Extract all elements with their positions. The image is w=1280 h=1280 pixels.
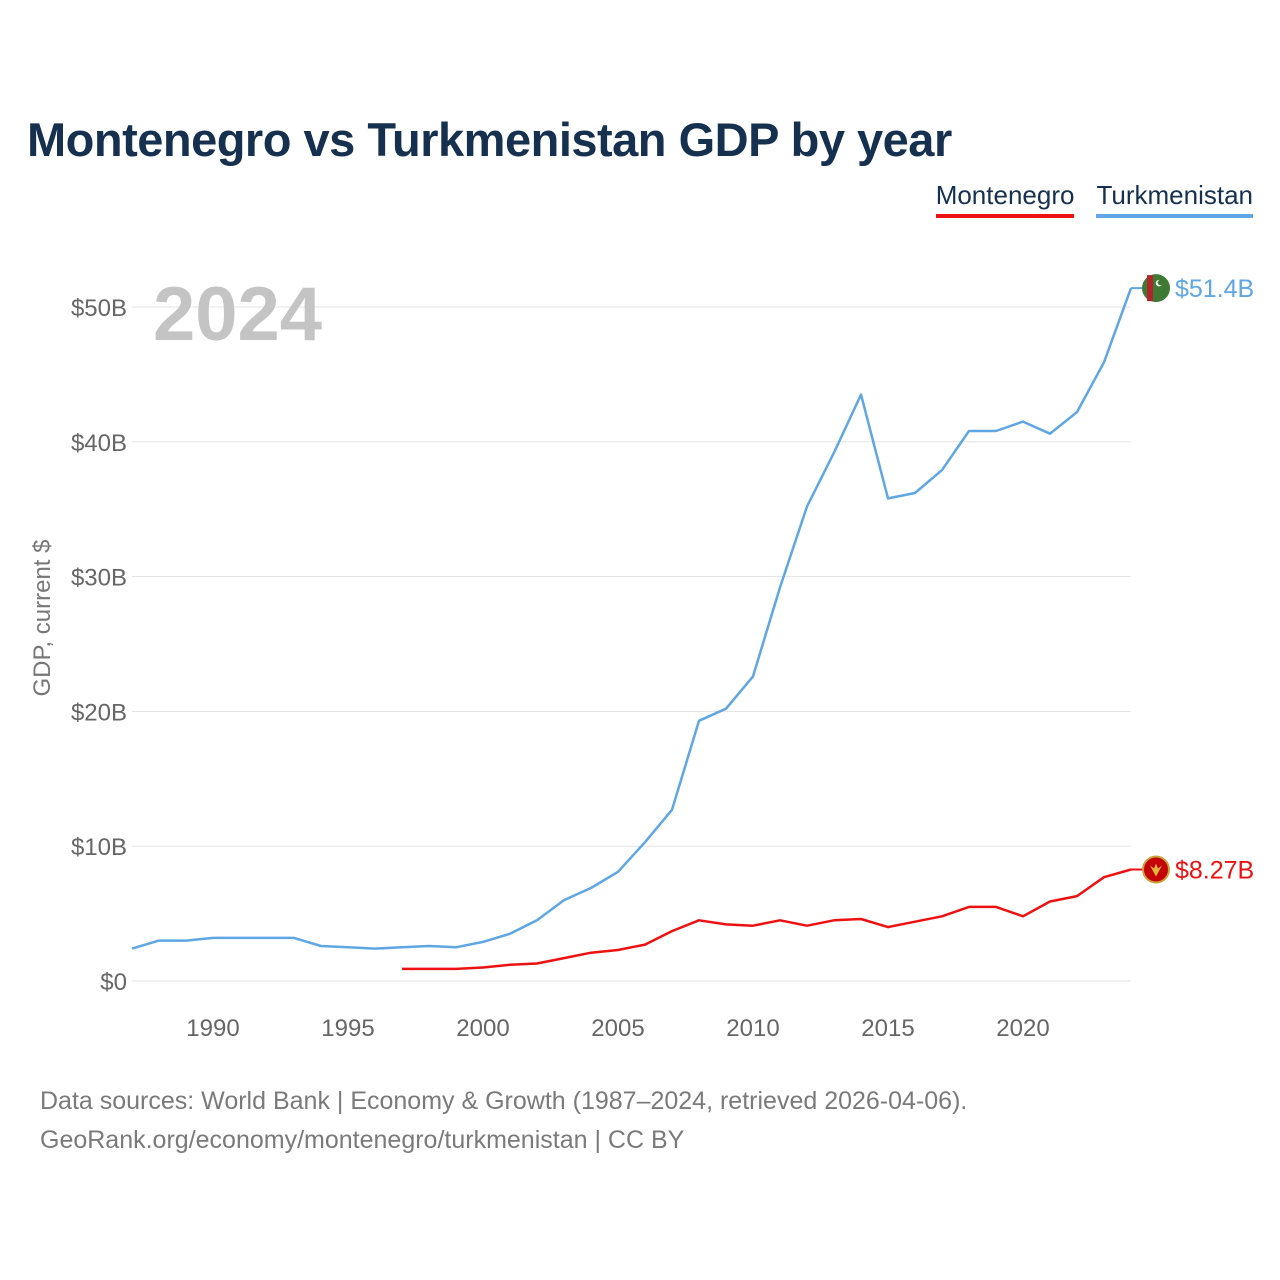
x-axis-ticks: 1990 1995 2000 2005 2010 2015 2020 [186, 1015, 1049, 1042]
data-source-footer: Data sources: World Bank | Economy & Gro… [40, 1082, 967, 1160]
x-tick-label: 2000 [456, 1015, 509, 1042]
series-line-montenegro[interactable] [402, 868, 1132, 971]
x-tick-label: 2005 [591, 1015, 644, 1042]
year-annotation: 2024 [153, 272, 322, 357]
series-end-markers: $51.4B $8.27B [1131, 274, 1254, 885]
flag-emblem [1150, 863, 1162, 877]
chart-grid [132, 306, 1131, 982]
end-value-label-montenegro: $8.27B [1175, 857, 1254, 885]
x-tick-label: 2010 [726, 1015, 779, 1042]
x-tick-label: 1990 [186, 1015, 239, 1042]
footer-link[interactable]: GeoRank.org/economy/montenegro/turkmenis… [40, 1126, 685, 1154]
y-tick-label: $50B [71, 295, 127, 322]
x-tick-label: 1995 [321, 1015, 374, 1042]
x-tick-label: 2015 [861, 1015, 914, 1042]
turkmenistan-flag-icon [1142, 274, 1170, 303]
y-axis-label: GDP, current $ [29, 540, 56, 697]
montenegro-flag-icon [1142, 855, 1170, 884]
end-value-label-turkmenistan: $51.4B [1175, 275, 1254, 303]
legend: Montenegro Turkmenistan [935, 180, 1253, 218]
legend-item-montenegro[interactable]: Montenegro [935, 180, 1075, 218]
legend-item-turkmenistan[interactable]: Turkmenistan [1096, 180, 1253, 218]
y-tick-label: $10B [71, 834, 127, 861]
y-tick-label: $0 [100, 969, 127, 996]
x-tick-label: 2020 [996, 1015, 1049, 1042]
footer-sources: Data sources: World Bank | Economy & Gro… [40, 1087, 968, 1115]
flag-crescent-cut [1157, 279, 1164, 286]
y-tick-label: $40B [71, 430, 127, 457]
chart-series [131, 287, 1133, 971]
series-line-turkmenistan[interactable] [131, 287, 1133, 950]
page-title: Montenegro vs Turkmenistan GDP by year [27, 113, 952, 166]
y-tick-label: $30B [71, 565, 127, 592]
flag-field [1142, 274, 1170, 303]
y-tick-label: $20B [71, 699, 127, 726]
y-axis-ticks: $0 $10B $20B $30B $40B $50B [71, 295, 127, 996]
flag-stripe [1147, 275, 1153, 302]
